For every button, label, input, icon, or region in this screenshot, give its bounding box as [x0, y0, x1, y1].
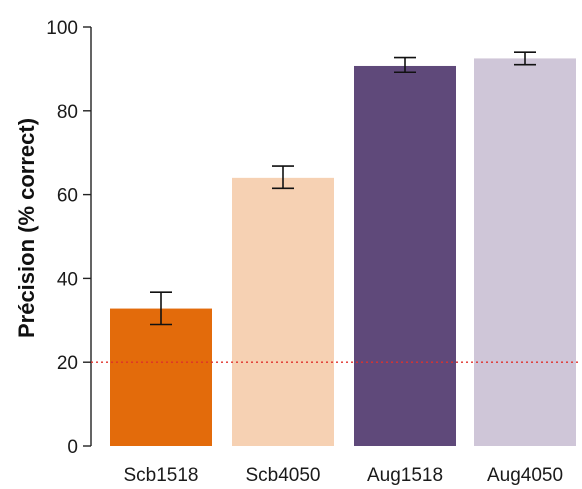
- error-bars: [150, 51, 536, 326]
- x-category-label: Aug1518: [367, 465, 443, 486]
- y-tick-label: 100: [46, 18, 78, 39]
- x-category-label: Scb4050: [245, 465, 320, 486]
- y-tick-label: 60: [57, 186, 78, 207]
- y-tick-label: 40: [57, 269, 78, 290]
- x-category-label: Scb1518: [123, 465, 198, 486]
- bar-aug1518: [354, 65, 456, 446]
- bar-scb4050: [232, 177, 334, 446]
- bar-aug4050: [474, 58, 576, 447]
- y-tick-label: 20: [57, 353, 78, 374]
- bars: [110, 58, 576, 447]
- y-tick-label: 80: [57, 102, 78, 123]
- y-tick-label: 0: [67, 437, 78, 458]
- x-category-label: Aug4050: [487, 465, 563, 486]
- y-axis: 0 20 40 60 80 100: [46, 18, 92, 458]
- y-axis-title: Précision (% correct): [14, 118, 39, 338]
- x-axis: Scb1518 Scb4050 Aug1518 Aug4050: [123, 465, 563, 486]
- bar-scb1518: [110, 308, 212, 446]
